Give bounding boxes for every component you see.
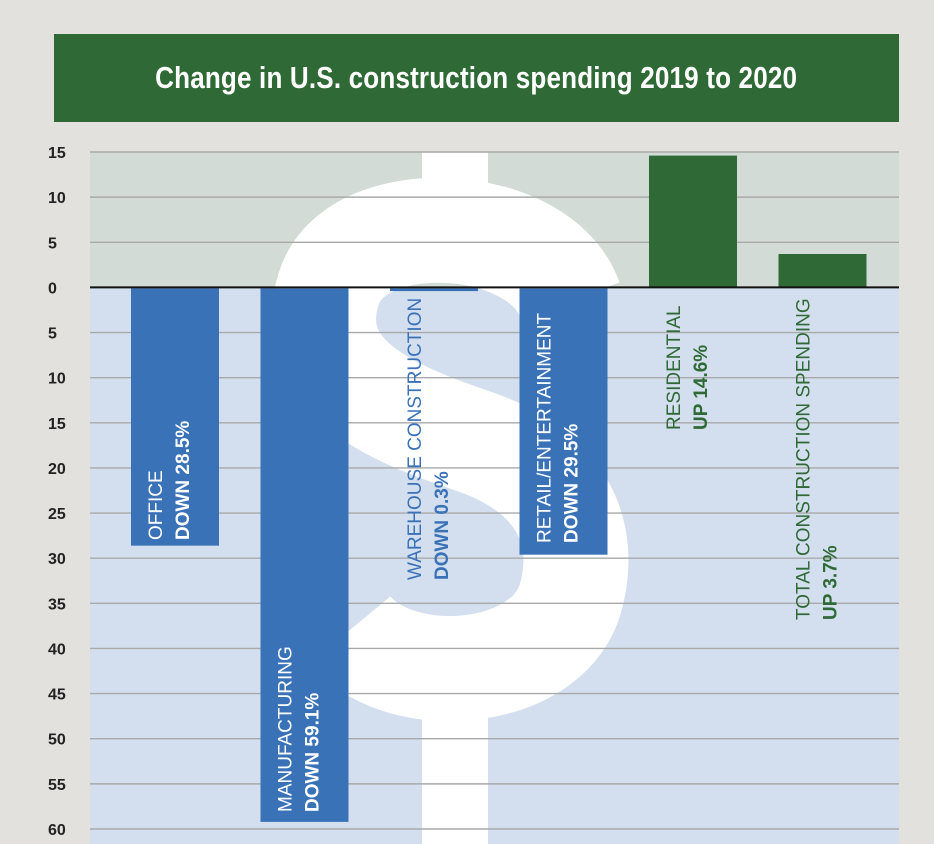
data-label: DOWN 29.5% xyxy=(562,424,583,543)
data-label: DOWN 0.3% xyxy=(432,471,453,580)
y-tick-label: 25 xyxy=(48,506,66,523)
bar-label: TOTAL CONSTRUCTION SPENDING UP 3.7% xyxy=(794,298,842,620)
bar xyxy=(390,288,478,292)
y-tick-label: 5 xyxy=(48,235,57,252)
y-tick-label: 15 xyxy=(48,416,66,433)
bar-label: RESIDENTIAL UP 14.6% xyxy=(664,305,712,430)
chart-title: Change in U.S. construction spending 201… xyxy=(155,60,798,95)
y-tick-label: 5 xyxy=(48,326,57,343)
y-tick-label: 30 xyxy=(48,551,66,568)
bar-label: MANUFACTURING DOWN 59.1% xyxy=(276,646,324,812)
bar-label: WAREHOUSE CONSTRUCTION DOWN 0.3% xyxy=(405,298,453,580)
data-label: DOWN 59.1% xyxy=(303,693,324,812)
data-label: UP 14.6% xyxy=(691,345,712,430)
y-tick-label: 20 xyxy=(48,461,66,478)
y-tick-label: 35 xyxy=(48,596,66,613)
y-tick-label: 45 xyxy=(48,687,66,704)
category-label: WAREHOUSE CONSTRUCTION xyxy=(405,298,426,580)
bar xyxy=(519,288,608,555)
category-label: MANUFACTURING xyxy=(276,646,297,812)
category-label: RESIDENTIAL xyxy=(664,305,685,430)
data-label: DOWN 28.5% xyxy=(173,421,194,540)
bar xyxy=(649,155,737,288)
y-tick-label: 15 xyxy=(48,145,66,162)
chart-title-banner: Change in U.S. construction spending 201… xyxy=(54,34,899,122)
bar xyxy=(260,288,349,822)
y-tick-label: 10 xyxy=(48,190,66,207)
y-tick-label: 60 xyxy=(48,822,66,839)
y-tick-label: 10 xyxy=(48,371,66,388)
category-label: OFFICE xyxy=(146,470,167,540)
bar-label: OFFICE DOWN 28.5% xyxy=(146,421,194,540)
category-label: TOTAL CONSTRUCTION SPENDING xyxy=(794,298,815,620)
bar xyxy=(131,288,219,546)
data-label: UP 3.7% xyxy=(821,545,842,620)
bar-label: RETAIL/ENTERTAINMENT DOWN 29.5% xyxy=(535,312,583,543)
y-tick-label: 40 xyxy=(48,641,66,658)
category-label: RETAIL/ENTERTAINMENT xyxy=(535,312,556,543)
y-tick-label: 55 xyxy=(48,777,66,794)
bar xyxy=(778,254,867,288)
y-tick-label: 0 xyxy=(48,280,57,297)
y-tick-label: 50 xyxy=(48,732,66,749)
negative-region xyxy=(90,287,899,844)
